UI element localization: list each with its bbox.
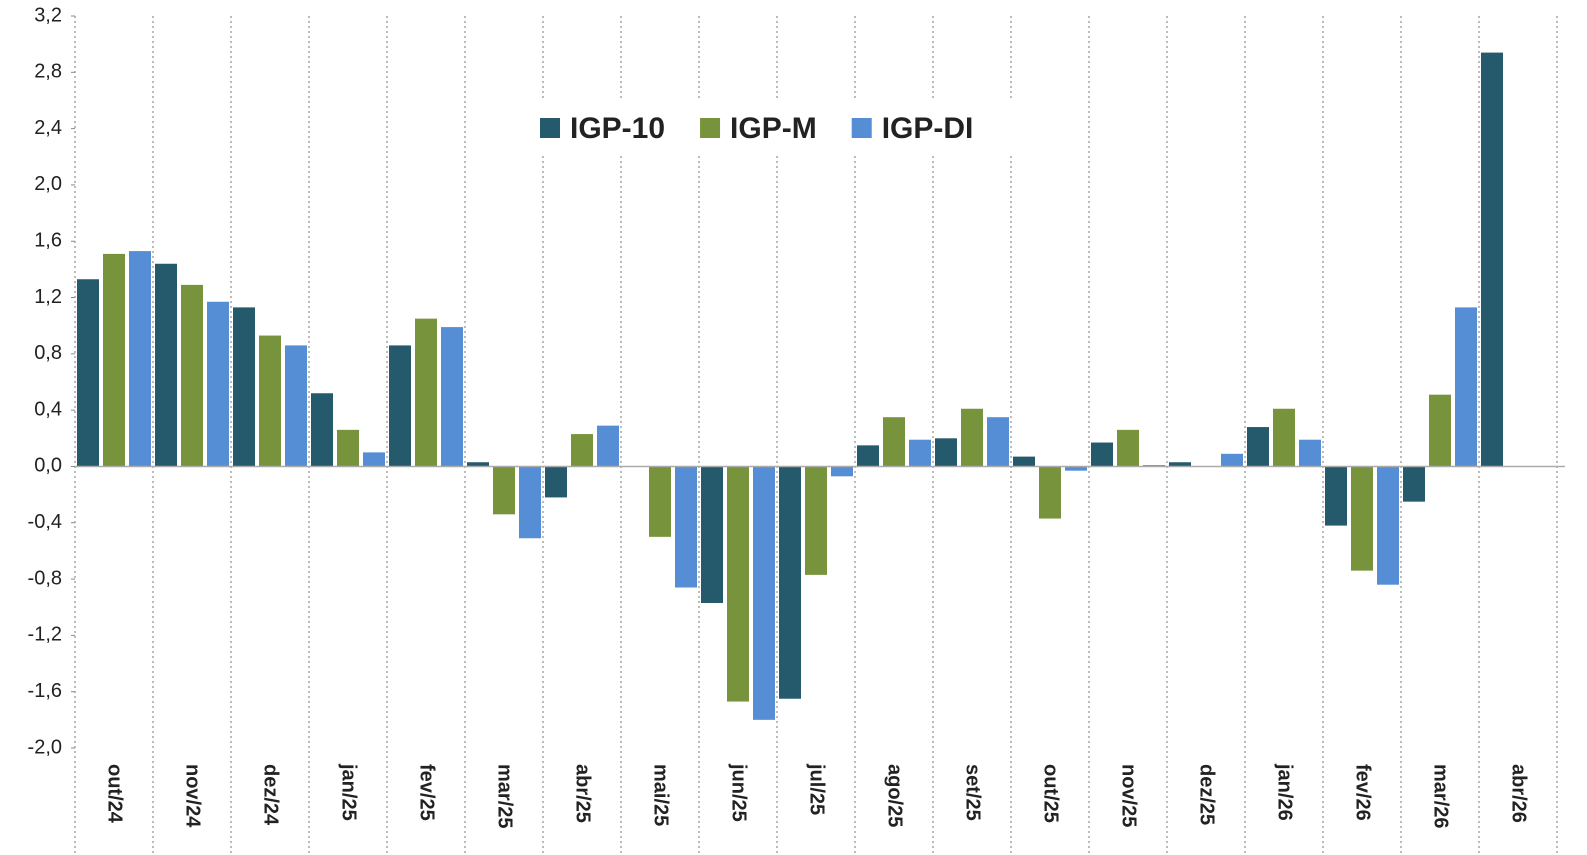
bar xyxy=(597,425,619,467)
bar xyxy=(1481,52,1503,467)
bar xyxy=(1455,307,1477,467)
bar xyxy=(415,318,437,467)
bar xyxy=(571,434,593,467)
x-tick-label: fev/26 xyxy=(1352,764,1374,821)
y-tick-label: 2,0 xyxy=(34,173,62,195)
bar xyxy=(519,466,541,539)
bar xyxy=(259,335,281,467)
bar xyxy=(1221,453,1243,467)
x-tick-label: out/24 xyxy=(104,764,126,824)
bar xyxy=(1429,394,1451,467)
bar xyxy=(285,345,307,467)
bar xyxy=(311,393,333,467)
bar xyxy=(389,345,411,467)
bar xyxy=(935,438,957,467)
y-tick-label: -0,8 xyxy=(28,567,62,589)
legend-swatch xyxy=(851,118,872,138)
bar xyxy=(1169,462,1191,467)
bar xyxy=(545,466,567,498)
y-tick-label: 3,2 xyxy=(34,4,62,26)
y-tick-label: 0,8 xyxy=(34,342,62,364)
x-tick-label: ago/25 xyxy=(884,764,906,827)
bar xyxy=(103,253,125,467)
legend-swatch xyxy=(540,118,560,138)
bar xyxy=(1091,442,1113,467)
bar xyxy=(727,466,749,702)
x-tick-label: abr/25 xyxy=(572,764,594,823)
x-tick-label: jul/25 xyxy=(806,763,828,815)
bar xyxy=(1065,466,1087,471)
legend-label: IGP-DI xyxy=(882,112,974,145)
y-tick-label: 1,2 xyxy=(34,286,62,308)
y-tick-label: -1,6 xyxy=(28,680,62,702)
bar xyxy=(337,429,359,467)
y-tick-label: 1,6 xyxy=(34,230,62,252)
bar xyxy=(1351,466,1373,571)
bar xyxy=(883,417,905,467)
bar xyxy=(1247,427,1269,467)
x-tick-label: dez/24 xyxy=(260,764,282,826)
bar xyxy=(831,466,853,477)
y-tick-label: 0,0 xyxy=(34,455,62,477)
x-tick-label: jun/25 xyxy=(728,763,750,822)
x-tick-label: out/25 xyxy=(1040,764,1062,823)
bar xyxy=(1403,466,1425,502)
bar xyxy=(1299,439,1321,467)
bar xyxy=(233,307,255,467)
y-tick-label: -0,4 xyxy=(28,511,62,533)
y-tick-label: 2,8 xyxy=(34,61,62,83)
x-tick-label: nov/24 xyxy=(182,764,204,828)
bar xyxy=(857,445,879,467)
bar xyxy=(467,462,489,467)
x-tick-label: fev/25 xyxy=(416,764,438,821)
x-tick-label: mai/25 xyxy=(650,764,672,826)
y-tick-label: 0,4 xyxy=(34,398,62,420)
x-tick-label: mar/26 xyxy=(1430,764,1452,829)
x-tick-label: jan/25 xyxy=(338,763,360,821)
bar xyxy=(441,327,463,467)
bar xyxy=(207,301,229,467)
legend-label: IGP-M xyxy=(730,112,817,145)
legend-swatch xyxy=(700,118,721,138)
bar xyxy=(155,263,177,467)
bar xyxy=(909,439,931,467)
bar xyxy=(493,466,515,515)
legend: IGP-10 IGP-M IGP-DI xyxy=(522,100,1014,156)
x-tick-label: nov/25 xyxy=(1118,764,1140,827)
bar xyxy=(649,466,671,537)
bar xyxy=(675,466,697,588)
x-tick-label: dez/25 xyxy=(1196,764,1218,825)
x-tick-label: jan/26 xyxy=(1274,763,1296,821)
legend-bg xyxy=(522,100,1014,156)
bar xyxy=(77,279,99,467)
bar xyxy=(1013,456,1035,467)
bar xyxy=(1117,429,1139,467)
y-tick-label: -2,0 xyxy=(28,736,62,758)
bar xyxy=(129,251,151,467)
x-tick-label: set/25 xyxy=(962,764,984,821)
bar xyxy=(753,466,775,720)
bar xyxy=(779,466,801,699)
bar xyxy=(1377,466,1399,585)
x-tick-label: mar/25 xyxy=(494,764,516,829)
x-tick-label: abr/26 xyxy=(1508,764,1530,823)
legend-label: IGP-10 xyxy=(570,112,665,145)
bar xyxy=(961,408,983,467)
bar xyxy=(1273,408,1295,467)
y-tick-label: 2,4 xyxy=(34,117,62,139)
y-tick-label: -1,2 xyxy=(28,624,62,646)
bar xyxy=(1039,466,1061,519)
bar xyxy=(987,417,1009,467)
bar xyxy=(363,452,385,467)
bar xyxy=(805,466,827,575)
bar xyxy=(181,284,203,467)
bar xyxy=(701,466,723,604)
bar xyxy=(1325,466,1347,526)
